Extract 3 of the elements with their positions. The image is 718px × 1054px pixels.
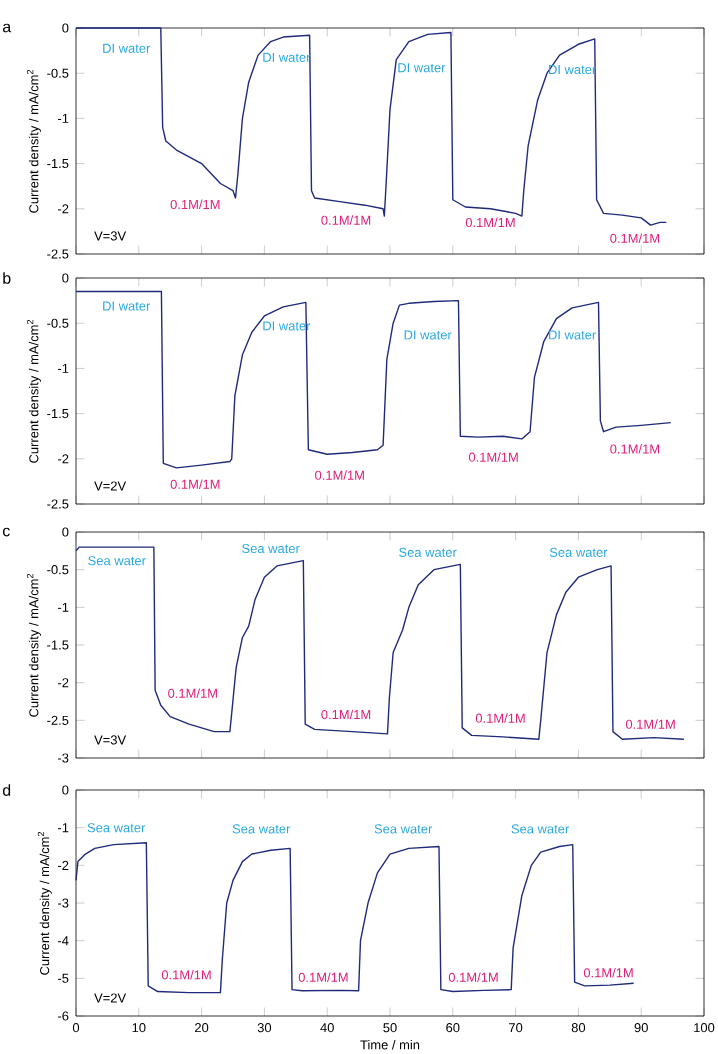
line-series xyxy=(75,842,635,994)
line-series xyxy=(75,27,668,226)
line-series xyxy=(75,290,672,469)
